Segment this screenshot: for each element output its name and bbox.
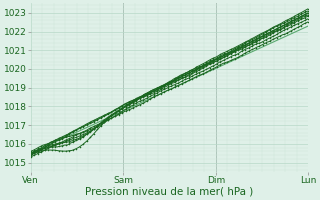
X-axis label: Pression niveau de la mer( hPa ): Pression niveau de la mer( hPa ) bbox=[85, 187, 254, 197]
